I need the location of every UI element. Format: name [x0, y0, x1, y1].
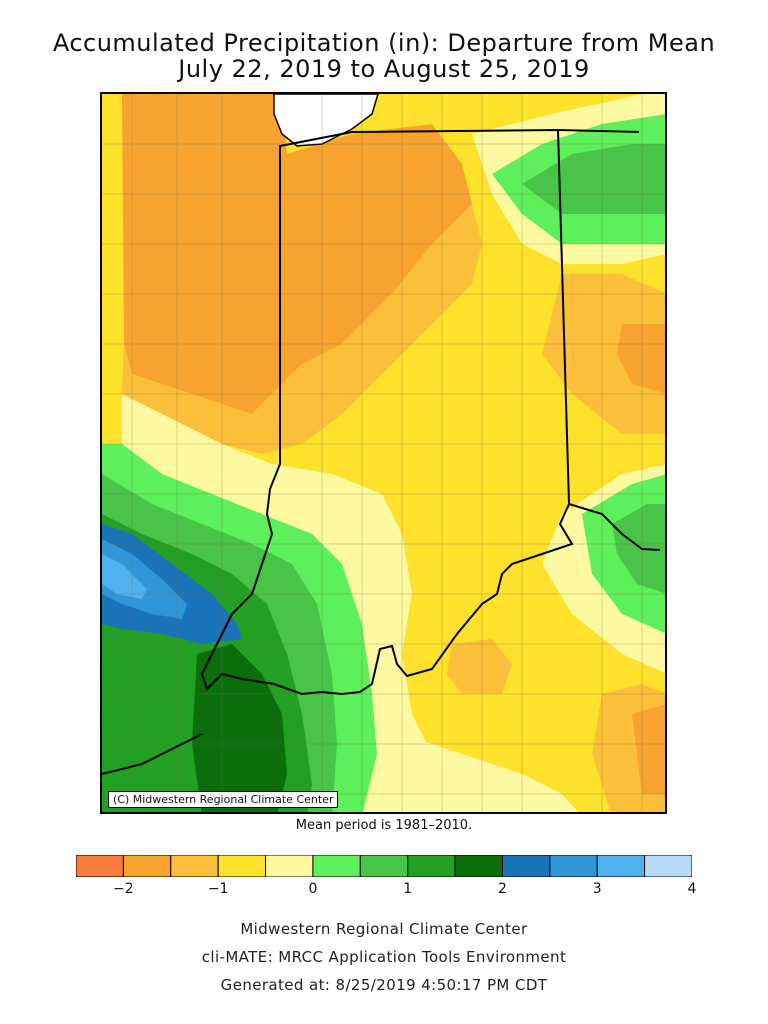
footer-organization: Midwestern Regional Climate Center: [240, 920, 528, 938]
map-title: Accumulated Precipitation (in): Departur…: [52, 29, 716, 57]
footer-generated-time: Generated at: 8/25/2019 4:50:17 PM CDT: [220, 976, 548, 994]
contour-light-orange-band: [122, 204, 482, 454]
legend-bin: [76, 855, 124, 877]
legend-bin: [549, 855, 598, 877]
contour-blue-west: [102, 524, 242, 644]
state-boundaries: [102, 128, 661, 775]
legend-tick-label: 3: [592, 881, 602, 897]
contour-orange-northwest: [122, 94, 472, 414]
contour-lightest-blue-west: [102, 554, 147, 599]
contour-orange-se: [632, 704, 665, 794]
legend-bin: [454, 855, 503, 877]
kentucky-line: [568, 503, 661, 551]
contour-darkest-green-sw: [192, 644, 287, 812]
legend-bin: [170, 855, 219, 877]
legend-colorbar: [76, 855, 692, 877]
legend-bin: [501, 855, 551, 877]
contour-light-yellow-south: [402, 734, 579, 812]
legend-bin: [596, 855, 646, 877]
legend-tick-label: 0: [308, 881, 318, 897]
legend-bin: [312, 855, 361, 877]
legend-bin: [407, 855, 456, 877]
legend-tick-label: −2: [113, 881, 134, 897]
legend-bin: [217, 855, 267, 877]
legend-tick-label: 2: [497, 881, 507, 897]
mean-period-note: Mean period is 1981–2010.: [295, 818, 473, 833]
indiana-boundary: [200, 128, 574, 696]
county-grid: [102, 94, 665, 812]
contour-medium-green-east: [612, 504, 665, 594]
precipitation-map: (C) Midwestern Regional Climate Center: [100, 92, 667, 814]
contour-light-blue-west: [102, 539, 187, 619]
legend-tick-label: 1: [403, 881, 413, 897]
map-date-range: July 22, 2019 to August 25, 2019: [178, 55, 590, 83]
legend-bin: [265, 855, 314, 877]
map-copyright: (C) Midwestern Regional Climate Center: [108, 791, 339, 808]
legend-bin: [122, 855, 172, 877]
legend-tick-label: −1: [207, 881, 229, 897]
footer-tool-name: cli-MATE: MRCC Application Tools Environ…: [201, 948, 567, 966]
legend-bin: [359, 855, 409, 877]
legend-tick-labels: −2 −1 0 1 2 3 4: [76, 881, 696, 899]
map-canvas: [102, 94, 665, 812]
legend-bin: [644, 855, 692, 877]
illinois-kentucky-line: [102, 733, 203, 775]
ohio-michigan-line: [557, 129, 640, 133]
legend-tick-label: 4: [687, 881, 697, 897]
contour-light-orange-south: [447, 639, 512, 694]
contour-orange-east: [617, 324, 665, 394]
contour-medium-green-ne: [522, 144, 665, 214]
